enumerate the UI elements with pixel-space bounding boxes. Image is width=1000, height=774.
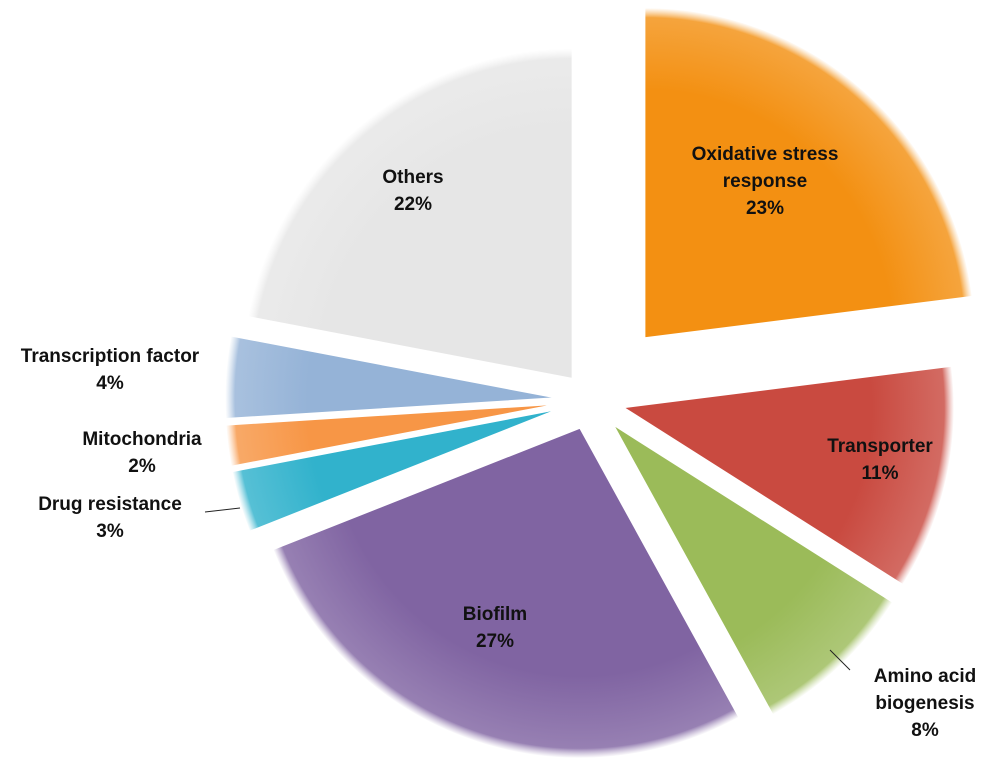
- slice-name: Transporter: [827, 436, 933, 457]
- pie-slice-transcription-factor: [224, 335, 556, 420]
- leader-line: [829, 649, 851, 671]
- pie-slice-biofilm: [272, 427, 740, 759]
- slice-name: Others: [382, 167, 443, 188]
- pie-slice-mitochondria: [225, 403, 556, 467]
- slice-name: Biofilm: [463, 604, 527, 625]
- slice-label: Drug resistance 3%: [38, 494, 182, 542]
- slice-percent: 2%: [128, 456, 156, 477]
- slice-percent: 11%: [862, 463, 899, 484]
- slice-label: Oxidative stress response 23%: [692, 144, 839, 219]
- slice-name: biogenesis: [875, 693, 974, 714]
- slice-label: Amino acid biogenesis 8%: [874, 666, 976, 741]
- slice-name: Transcription factor: [21, 346, 200, 367]
- slice-percent: 22%: [394, 194, 432, 215]
- slice-name: Mitochondria: [82, 429, 202, 450]
- pie-slice-transporter: [622, 365, 955, 586]
- slice-name: Oxidative stress: [692, 144, 839, 165]
- slice-name: Amino acid: [874, 666, 976, 687]
- pie-slice-amino-acid-biogenesis: [613, 425, 894, 716]
- slice-label: Others 22%: [382, 167, 443, 215]
- slice-name: response: [723, 171, 807, 192]
- slice-name: Drug resistance: [38, 494, 182, 515]
- slice-label: Mitochondria 2%: [82, 429, 202, 477]
- slice-percent: 27%: [476, 631, 514, 652]
- slice-label: Transcription factor 4%: [21, 346, 200, 394]
- pie-slice-oxidative-stress-response: [644, 7, 973, 339]
- leader-line: [204, 507, 241, 513]
- slice-percent: 3%: [96, 521, 124, 542]
- slice-percent: 23%: [746, 198, 784, 219]
- slice-label: Transporter 11%: [827, 436, 933, 484]
- slice-percent: 4%: [96, 373, 124, 394]
- pie-slice-others: [247, 47, 573, 380]
- slice-percent: 8%: [911, 720, 939, 741]
- slice-label: Biofilm 27%: [463, 604, 527, 652]
- pie-slice-drug-resistance: [231, 409, 557, 532]
